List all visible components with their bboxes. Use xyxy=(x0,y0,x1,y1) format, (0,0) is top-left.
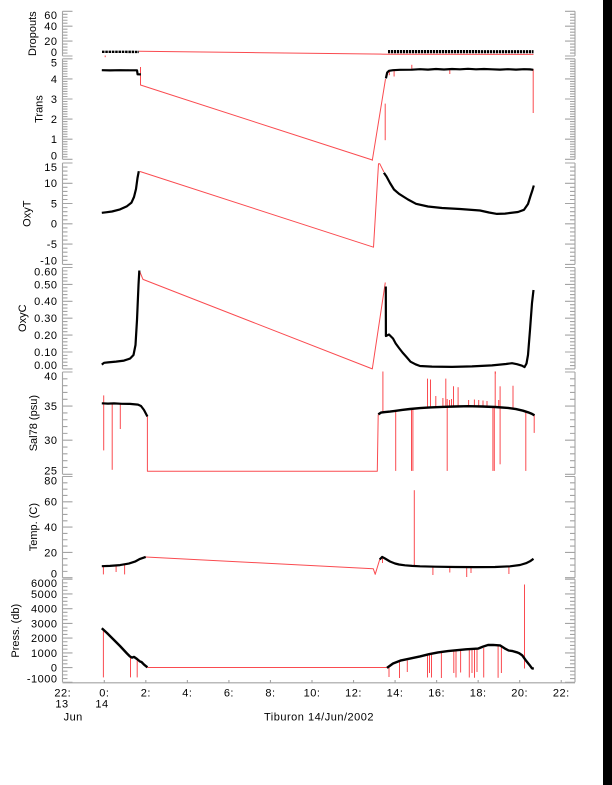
svg-text:10: 10 xyxy=(44,178,57,190)
svg-text:4: 4 xyxy=(51,74,58,86)
svg-text:0:: 0: xyxy=(99,687,109,699)
svg-text:20: 20 xyxy=(44,547,57,559)
svg-text:0: 0 xyxy=(51,569,58,581)
svg-text:40: 40 xyxy=(44,21,57,33)
svg-text:60: 60 xyxy=(44,497,57,509)
svg-text:15: 15 xyxy=(44,162,57,174)
svg-text:20:: 20: xyxy=(511,687,528,699)
svg-text:18:: 18: xyxy=(470,687,487,699)
svg-text:16:: 16: xyxy=(428,687,445,699)
svg-text:0.40: 0.40 xyxy=(34,296,57,308)
svg-text:1: 1 xyxy=(51,134,58,146)
svg-text:13: 13 xyxy=(55,699,68,711)
svg-text:-1000: -1000 xyxy=(27,673,58,685)
svg-text:2: 2 xyxy=(51,114,58,126)
svg-text:6000: 6000 xyxy=(31,578,57,590)
svg-text:-10: -10 xyxy=(40,255,57,267)
svg-text:-5: -5 xyxy=(47,239,58,251)
svg-text:20: 20 xyxy=(44,36,57,48)
svg-text:80: 80 xyxy=(44,475,57,487)
svg-text:40: 40 xyxy=(44,371,57,383)
svg-text:10:: 10: xyxy=(304,687,321,699)
svg-text:4000: 4000 xyxy=(31,604,57,616)
svg-text:35: 35 xyxy=(44,401,57,413)
svg-text:5: 5 xyxy=(51,198,58,210)
svg-text:0: 0 xyxy=(51,47,58,59)
svg-text:2:: 2: xyxy=(141,687,151,699)
svg-text:25: 25 xyxy=(44,465,57,477)
svg-text:OxyC: OxyC xyxy=(17,304,29,332)
svg-text:0.60: 0.60 xyxy=(34,266,57,278)
svg-text:2000: 2000 xyxy=(31,633,57,645)
svg-text:0.30: 0.30 xyxy=(34,313,57,325)
svg-text:1000: 1000 xyxy=(31,648,57,660)
svg-text:3000: 3000 xyxy=(31,618,57,630)
svg-text:Dropouts: Dropouts xyxy=(27,11,39,56)
svg-text:6:: 6: xyxy=(224,687,234,699)
svg-text:14: 14 xyxy=(95,699,108,711)
svg-text:8:: 8: xyxy=(265,687,275,699)
svg-text:0: 0 xyxy=(51,663,58,675)
svg-text:60: 60 xyxy=(44,10,57,22)
svg-text:22:: 22: xyxy=(54,687,71,699)
svg-text:0.50: 0.50 xyxy=(34,279,57,291)
svg-text:0: 0 xyxy=(51,219,58,231)
svg-text:3: 3 xyxy=(51,94,58,106)
svg-text:OxyT: OxyT xyxy=(21,200,33,227)
svg-text:30: 30 xyxy=(44,435,57,447)
svg-text:Trans: Trans xyxy=(34,95,46,123)
svg-text:0.00: 0.00 xyxy=(34,360,57,372)
svg-text:Press. (db): Press. (db) xyxy=(10,604,22,658)
svg-text:0.20: 0.20 xyxy=(34,330,57,342)
svg-text:14:: 14: xyxy=(387,687,404,699)
svg-text:5000: 5000 xyxy=(31,589,57,601)
svg-text:0.10: 0.10 xyxy=(34,347,57,359)
svg-text:5: 5 xyxy=(51,58,58,70)
svg-text:Jun: Jun xyxy=(64,711,83,723)
svg-text:4:: 4: xyxy=(182,687,192,699)
svg-text:Sal78 (psu): Sal78 (psu) xyxy=(28,395,40,451)
svg-text:12:: 12: xyxy=(345,687,362,699)
svg-text:22:: 22: xyxy=(553,687,570,699)
svg-text:40: 40 xyxy=(44,522,57,534)
svg-text:Tiburon 14/Jun/2002: Tiburon 14/Jun/2002 xyxy=(264,711,374,723)
svg-text:Temp. (C): Temp. (C) xyxy=(28,503,40,551)
svg-text:0: 0 xyxy=(51,150,58,162)
